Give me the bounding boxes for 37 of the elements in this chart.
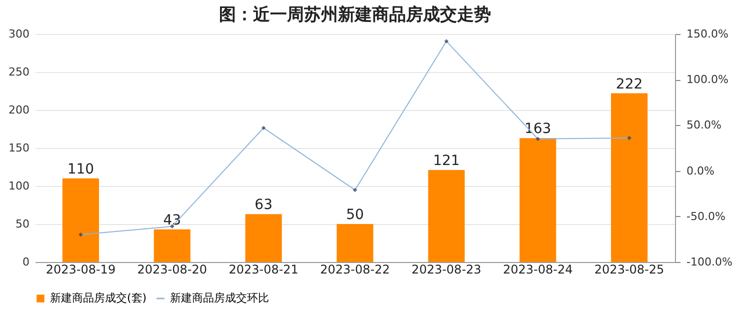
legend-label: 新建商品房成交环比 xyxy=(170,292,269,304)
x-tick-label: 2023-08-25 xyxy=(594,262,664,276)
x-tick-label: 2023-08-19 xyxy=(46,262,116,276)
bar xyxy=(154,229,190,262)
y-tick-label: 0 xyxy=(22,256,30,268)
data-label: 110 xyxy=(67,161,94,178)
legend-label: 新建商品房成交(套) xyxy=(50,292,147,304)
bar xyxy=(520,138,556,262)
data-label: 121 xyxy=(433,153,460,170)
y2-tick-label: 150.0% xyxy=(686,28,728,40)
y-tick-label: 300 xyxy=(8,28,30,40)
data-label: 50 xyxy=(346,207,364,223)
bar xyxy=(428,170,465,262)
data-label: 163 xyxy=(524,121,552,138)
y-tick-label: 200 xyxy=(8,104,30,116)
y2-tick-label: 50.0% xyxy=(686,118,722,132)
y2-tick-label: 100.0% xyxy=(686,73,728,86)
y-tick-label: 50 xyxy=(16,218,30,230)
y2-tick-label: 0.0% xyxy=(686,164,714,178)
y-tick-label: 250 xyxy=(8,66,30,78)
y-tick-label: 100 xyxy=(8,180,30,192)
bar xyxy=(336,224,374,262)
bar xyxy=(245,214,282,262)
chart-title: 图：近一周苏州新建商品房成交走势 xyxy=(219,5,491,25)
x-tick-label: 2023-08-23 xyxy=(412,262,482,276)
bar xyxy=(611,93,648,262)
data-label: 222 xyxy=(616,76,643,92)
data-label: 43 xyxy=(163,212,182,228)
y2-tick-label: -100.0% xyxy=(686,256,732,268)
x-tick-label: 2023-08-24 xyxy=(502,262,573,276)
x-tick-label: 2023-08-22 xyxy=(320,262,390,276)
x-tick-label: 2023-08-21 xyxy=(228,262,298,276)
y2-tick-label: -50.0% xyxy=(686,210,726,223)
x-tick-label: 2023-08-20 xyxy=(137,262,208,276)
data-label: 63 xyxy=(254,197,272,214)
y-tick-label: 150 xyxy=(8,142,30,154)
bar xyxy=(62,178,99,262)
